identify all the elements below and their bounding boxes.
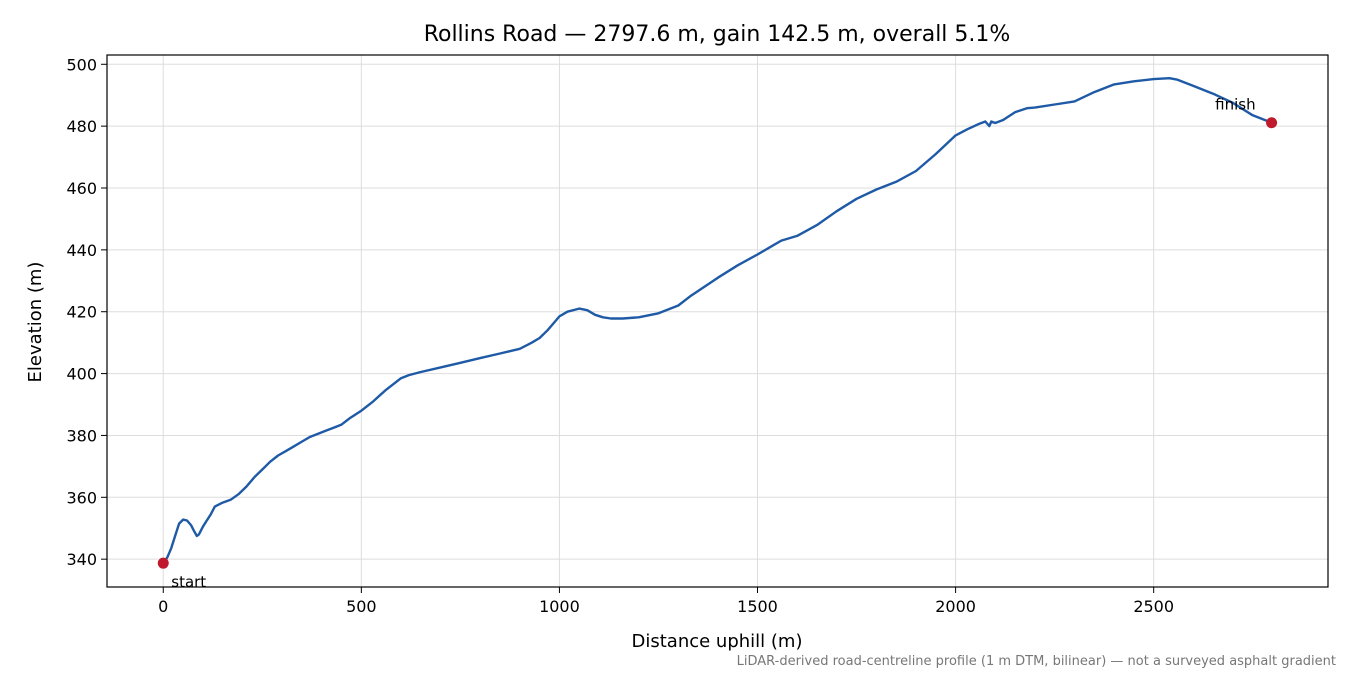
elevation-line (162, 77, 1273, 565)
x-tick-label: 1500 (737, 597, 778, 616)
y-tick-label: 500 (66, 55, 97, 74)
x-tick-label: 2500 (1133, 597, 1174, 616)
footnote: LiDAR-derived road-centreline profile (1… (737, 654, 1336, 669)
series-layer (162, 77, 1273, 565)
start-label: start (171, 573, 206, 591)
y-axis: 340 360 380 400 420 440 460 480 500 (66, 55, 107, 569)
chart-title: Rollins Road — 2797.6 m, gain 142.5 m, o… (424, 22, 1011, 47)
x-tick-label: 1000 (539, 597, 580, 616)
y-tick-label: 440 (66, 241, 97, 260)
y-tick-label: 480 (66, 117, 97, 136)
y-tick-label: 400 (66, 365, 97, 384)
grid (107, 55, 1328, 587)
y-axis-label: Elevation (m) (25, 262, 46, 383)
y-tick-label: 420 (66, 303, 97, 322)
x-tick-label: 2000 (935, 597, 976, 616)
y-tick-label: 380 (66, 426, 97, 445)
x-axis: 0 500 1000 1500 2000 2500 (158, 587, 1174, 616)
y-tick-label: 360 (66, 488, 97, 507)
y-tick-label: 460 (66, 179, 97, 198)
plot-frame (106, 54, 1329, 588)
x-tick-label: 0 (158, 597, 168, 616)
marker-layer: start finish (157, 96, 1278, 591)
start-marker (157, 557, 169, 569)
finish-label: finish (1215, 96, 1255, 114)
y-tick-label: 340 (66, 550, 97, 569)
x-axis-label: Distance uphill (m) (632, 631, 803, 652)
x-tick-label: 500 (346, 597, 377, 616)
finish-marker (1266, 117, 1278, 129)
